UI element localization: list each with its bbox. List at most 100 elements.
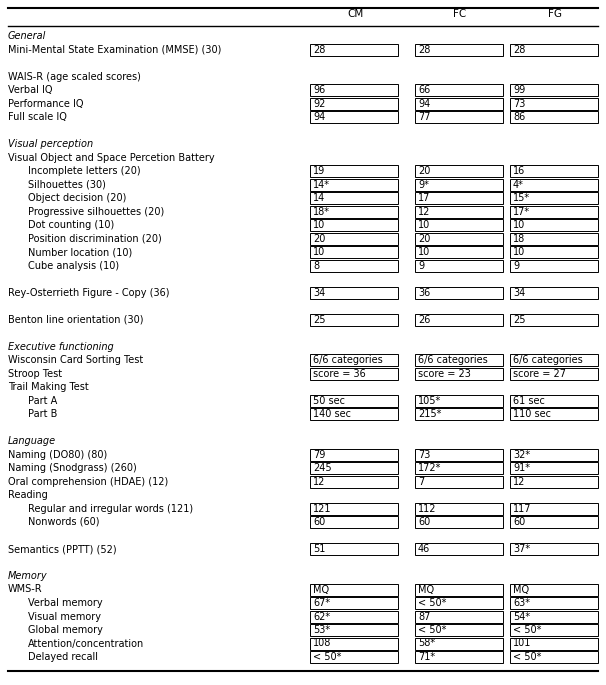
Bar [310,206,398,218]
Bar [310,395,398,406]
Bar [415,584,503,595]
Bar [415,367,503,379]
Text: 94: 94 [313,112,325,122]
Text: 79: 79 [313,449,325,460]
Bar [310,597,398,609]
Text: 10: 10 [513,220,525,230]
Text: Nonwords (60): Nonwords (60) [28,517,99,527]
Bar [310,111,398,123]
Text: FG: FG [548,9,562,19]
Text: Dot counting (10): Dot counting (10) [28,220,115,230]
Text: Performance IQ: Performance IQ [8,99,84,108]
Bar [415,543,503,555]
Text: < 50*: < 50* [418,625,447,635]
Text: FC: FC [453,9,467,19]
Text: 117: 117 [513,503,531,514]
Bar [510,395,598,406]
Text: 15*: 15* [513,193,530,203]
Text: Progressive silhouettes (20): Progressive silhouettes (20) [28,206,164,216]
Text: 34: 34 [313,288,325,297]
Bar [310,179,398,190]
Text: 10: 10 [418,220,430,230]
Bar [415,179,503,190]
Bar [415,638,503,649]
Bar [510,314,598,325]
Bar [415,246,503,258]
Text: 9: 9 [513,260,519,271]
Bar [510,597,598,609]
Text: 32*: 32* [513,449,530,460]
Text: 37*: 37* [513,544,530,554]
Bar [510,543,598,555]
Bar [415,260,503,271]
Bar [510,97,598,110]
Text: 60: 60 [513,517,525,527]
Text: MQ: MQ [418,584,434,595]
Text: 36: 36 [418,288,430,297]
Text: 6/6 categories: 6/6 categories [418,355,488,365]
Text: 25: 25 [513,314,525,325]
Bar [510,624,598,636]
Text: 51: 51 [313,544,325,554]
Bar [510,449,598,460]
Text: 77: 77 [418,112,430,122]
Bar [310,543,398,555]
Text: 101: 101 [513,638,531,649]
Bar [310,232,398,245]
Bar [510,260,598,271]
Bar [310,408,398,420]
Text: 54*: 54* [513,612,530,621]
Text: 17*: 17* [513,206,530,216]
Text: 10: 10 [418,247,430,257]
Text: score = 36: score = 36 [313,369,366,379]
Text: 110 sec: 110 sec [513,409,551,419]
Bar [415,192,503,204]
Bar [415,165,503,177]
Bar [510,462,598,474]
Bar [310,475,398,488]
Bar [310,449,398,460]
Text: 20: 20 [313,234,325,243]
Text: Oral comprehension (HDAE) (12): Oral comprehension (HDAE) (12) [8,477,168,486]
Text: Verbal IQ: Verbal IQ [8,85,53,95]
Text: 60: 60 [418,517,430,527]
Bar [415,516,503,528]
Bar [310,97,398,110]
Bar [510,192,598,204]
Text: 140 sec: 140 sec [313,409,351,419]
Text: 6/6 categories: 6/6 categories [313,355,383,365]
Text: Memory: Memory [8,571,48,581]
Text: 73: 73 [418,449,430,460]
Bar [510,232,598,245]
Text: 12: 12 [418,206,430,216]
Bar [415,44,503,55]
Text: WMS-R: WMS-R [8,584,42,595]
Bar [510,111,598,123]
Text: Verbal memory: Verbal memory [28,598,102,608]
Bar [510,475,598,488]
Text: 17: 17 [418,193,430,203]
Bar [510,246,598,258]
Text: 61 sec: 61 sec [513,395,545,406]
Bar [310,260,398,271]
Text: 58*: 58* [418,638,435,649]
Text: 10: 10 [513,247,525,257]
Text: Part B: Part B [28,409,58,419]
Bar [415,206,503,218]
Text: Regular and irregular words (121): Regular and irregular words (121) [28,503,193,514]
Text: CM: CM [347,9,363,19]
Bar [510,367,598,379]
Bar [510,354,598,366]
Text: 18: 18 [513,234,525,243]
Text: Rey-Osterrieth Figure - Copy (36): Rey-Osterrieth Figure - Copy (36) [8,288,170,297]
Text: MQ: MQ [313,584,329,595]
Text: score = 23: score = 23 [418,369,471,379]
Bar [510,503,598,514]
Bar [310,165,398,177]
Text: 8: 8 [313,260,319,271]
Text: < 50*: < 50* [513,625,541,635]
Text: Incomplete letters (20): Incomplete letters (20) [28,166,141,176]
Bar [510,408,598,420]
Text: Number location (10): Number location (10) [28,247,132,257]
Text: 67*: 67* [313,598,330,608]
